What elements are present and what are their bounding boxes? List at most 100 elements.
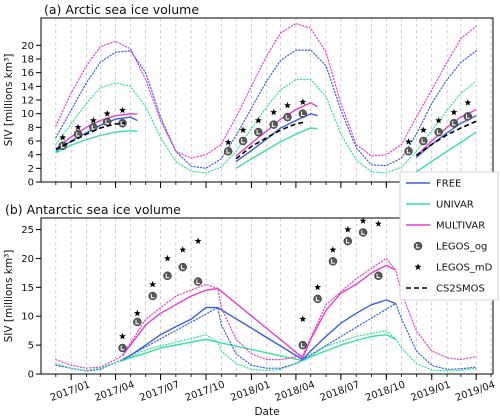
legos-og-marker: [254, 127, 263, 137]
legos-og-marker: [163, 271, 172, 281]
series-arctic-cs2smos: [55, 120, 477, 160]
y-ticks-arctic: 0 2 4 6 8 10 12 14 16 18 20: [21, 41, 41, 189]
ylabel-antarctic: SIV [millions km³]: [3, 250, 15, 343]
y-tick-label: 10: [21, 109, 34, 120]
legend-label: LEGOS_mD: [436, 263, 493, 274]
y-tick-label: 14: [21, 82, 34, 93]
legos-og-marker: [328, 257, 338, 266]
legend-label: FREE: [436, 179, 461, 190]
y-tick-label: 8: [28, 123, 34, 134]
legos-og-marker: [118, 343, 127, 353]
legend-label: CS2SMOS: [436, 284, 485, 295]
legos-og-marker: [343, 236, 353, 246]
y-tick-label: 18: [21, 55, 34, 66]
legos-md-marker: [164, 254, 171, 262]
legos-og-marker: [269, 120, 278, 129]
legos-og-marker: [133, 317, 142, 327]
y-tick-label: 15: [21, 283, 34, 294]
y-tick-label: 12: [21, 96, 34, 107]
series-arctic-univar: [55, 127, 477, 173]
ylabel-arctic: SIV [millions km³]: [3, 54, 15, 147]
legos-og-marker: [298, 340, 308, 350]
legos-md-marker: [314, 283, 322, 291]
legos-og-marker: [193, 277, 203, 286]
y-tick-label: 25: [21, 225, 34, 236]
legend-entry-legos-md: LEGOS_mD: [414, 263, 493, 274]
legend: FREE UNIVAR MULTIVAR LEGOS_og LEGOS_mD CS2SMO…: [399, 171, 499, 301]
y-ticks-antarctic: 0 5 10 15 20 25: [21, 225, 41, 381]
legos-md-marker: [59, 134, 67, 141]
legos-md-marker: [119, 332, 126, 340]
legos-og-marker: [178, 262, 188, 272]
legend-label: MULTIVAR: [436, 221, 485, 232]
panel-arctic: 0 2 4 6 8 10 12 14 16 18 20 (a) Arctic sea ice vol…: [3, 2, 494, 189]
legos-md-marker: [464, 99, 472, 106]
y-tick-label: 6: [28, 137, 34, 148]
legos-md-marker: [284, 101, 291, 109]
legos-og-marker: [434, 127, 443, 137]
legos-og-marker: [419, 136, 428, 146]
legos-og-marker: [223, 147, 233, 156]
series-arctic-multivar-extended-run: [55, 22, 477, 159]
series-arctic-univar-extended-run: [55, 78, 477, 174]
legos-md-marker: [375, 220, 382, 227]
y-tick-label: 16: [21, 68, 34, 79]
legos-md-marker: [149, 280, 157, 288]
legos-og-marker: [73, 129, 83, 139]
legos-og-marker: [283, 112, 292, 122]
legos-md-marker: [194, 237, 202, 244]
y-tick-label: 5: [28, 341, 34, 352]
y-tick-label: 10: [21, 312, 34, 323]
legos-og-marker: [58, 141, 67, 151]
legend-label: UNIVAR: [436, 200, 474, 211]
legos-og-marker: [449, 118, 459, 128]
legend-entry-multivar: MULTIVAR: [406, 221, 485, 232]
y-tick-label: 20: [21, 254, 34, 265]
legos-md-marker: [133, 309, 141, 317]
legos-md-marker: [254, 116, 262, 124]
y-tick-label: 20: [21, 41, 34, 52]
legos-og-marker: [313, 294, 322, 304]
legos-og-marker: [298, 109, 308, 118]
legend-entry-cs2smos: CS2SMOS: [406, 284, 485, 295]
legos-og-marker: [358, 228, 368, 237]
series-antarctic-multivar-extended-run: [55, 257, 477, 369]
legend-entries: FREE UNIVAR MULTIVAR LEGOS_og LEGOS_mD CS2SMO…: [406, 179, 493, 295]
legend-label: LEGOS_og: [436, 242, 487, 253]
series-antarctic-free: [122, 299, 396, 361]
legend-entry-univar: UNIVAR: [406, 200, 474, 211]
legos-md-marker: [74, 123, 82, 131]
legos-md-marker: [329, 246, 337, 253]
y-tick-label: 0: [28, 370, 34, 381]
legos-og-marker: [374, 271, 383, 281]
legend-frame: [399, 171, 499, 301]
series-antarctic-free-extended-run: [55, 302, 477, 372]
legos-md-marker: [239, 126, 247, 133]
xlabel-date: Date: [254, 406, 279, 418]
title-arctic: (a) Arctic sea ice volume: [44, 2, 199, 17]
legos-md-marker: [119, 106, 126, 114]
y-tick-label: 4: [28, 150, 34, 161]
legend-entry-free: FREE: [406, 179, 461, 190]
y-tick-label: 2: [28, 164, 34, 175]
legos-md-marker: [419, 126, 427, 133]
legos-md-marker: [89, 116, 97, 124]
title-antarctic: (b) Antarctic sea ice volume: [5, 202, 181, 217]
y-tick-label: 0: [28, 178, 34, 189]
series-arctic: [55, 22, 477, 174]
legos-md-marker: [299, 315, 307, 322]
series-antarctic-univar: [122, 334, 397, 362]
legos-md-marker: [103, 110, 111, 117]
legos-md-marker: [179, 246, 187, 253]
series-antarctic: [55, 217, 477, 372]
legos-md-marker: [359, 217, 367, 224]
legos-og-marker: [404, 147, 413, 156]
legos-md-marker: [450, 108, 458, 116]
legos-md-marker: [299, 98, 307, 105]
legos-og-marker: [463, 112, 473, 121]
legos-md-marker: [344, 226, 352, 233]
series-antarctic-univar-extended-run: [55, 330, 477, 372]
legos-md-marker: [405, 138, 412, 145]
legos-md-marker: [270, 108, 278, 116]
